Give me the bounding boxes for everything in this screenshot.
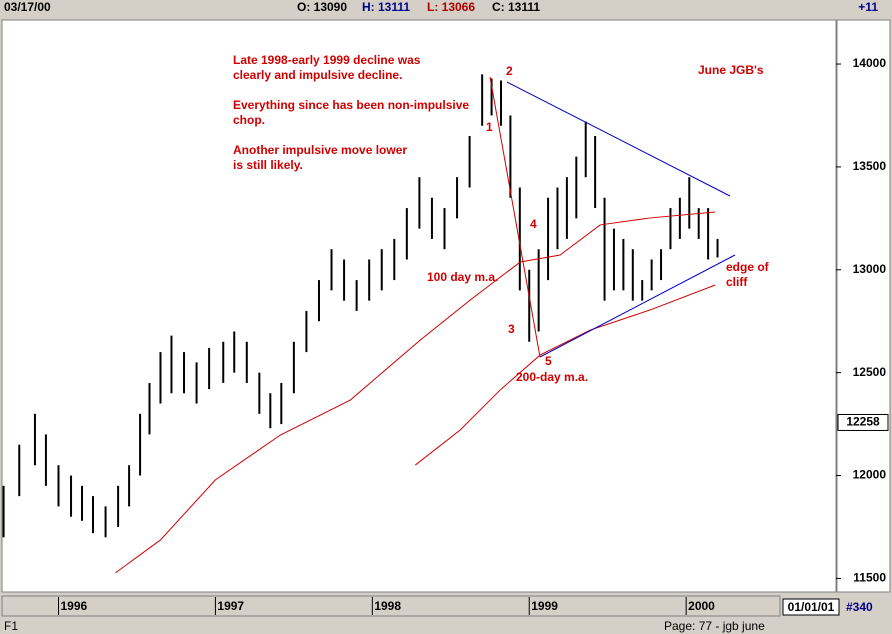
x-tick-label: 1996 [60, 599, 87, 613]
annotation: cliff [726, 275, 748, 289]
annotation: clearly and impulsive decline. [233, 68, 402, 82]
last-price-box [837, 413, 889, 431]
toolbar-change: +11 [858, 0, 878, 14]
trend-line-lower [539, 254, 736, 358]
wave-label: 1 [486, 120, 493, 134]
toolbar-low: L: 13066 [427, 0, 475, 14]
annotation: edge of [726, 260, 770, 274]
y-tick-label: 13000 [853, 262, 887, 276]
y-tick-label: 14000 [853, 56, 887, 70]
annotation: chop. [233, 113, 265, 127]
count: #340 [846, 600, 873, 614]
toolbar-date: 03/17/00 [4, 0, 51, 14]
toolbar [0, 0, 892, 18]
y-tick-label: 11500 [853, 571, 886, 585]
date-box-text: 01/01/01 [788, 600, 835, 614]
wave-label: 4 [530, 217, 537, 231]
annotation: 100 day m.a. [427, 270, 498, 284]
annotation: Everything since has been non-impulsive [233, 98, 469, 112]
annotation: is still likely. [233, 158, 303, 172]
annotation: Late 1998-early 1999 decline was [233, 53, 421, 67]
status-key: F1 [4, 619, 18, 633]
x-tick-label: 2000 [688, 599, 715, 613]
wave-label: 2 [506, 64, 513, 78]
y-tick-label: 12500 [853, 365, 887, 379]
wave-line [489, 76, 541, 358]
annotation: 200-day m.a. [516, 370, 588, 384]
y-tick-label: 13500 [853, 159, 887, 173]
plot-area [1, 19, 837, 593]
x-tick-label: 1999 [531, 599, 558, 613]
last-price-label: 12258 [846, 415, 880, 429]
toolbar-close: C: 13111 [492, 0, 540, 14]
wave-label: 5 [545, 354, 552, 368]
wave-label: 3 [508, 322, 515, 336]
time-axis [1, 595, 781, 617]
date-box [782, 598, 840, 616]
toolbar-open: O: 13090 [297, 0, 347, 14]
x-tick-label: 1997 [217, 599, 244, 613]
price-axis [836, 19, 891, 593]
toolbar-high: H: 13111 [362, 0, 410, 14]
annotation: June JGB's [698, 63, 764, 77]
moving-average [415, 284, 716, 466]
moving-average [115, 211, 716, 574]
trend-line-upper [506, 81, 731, 197]
x-tick-label: 1998 [374, 599, 401, 613]
status-page: Page: 77 - jgb june [664, 619, 765, 633]
y-tick-label: 12000 [853, 468, 887, 482]
status-bar [0, 619, 892, 634]
annotation: Another impulsive move lower [233, 143, 407, 157]
